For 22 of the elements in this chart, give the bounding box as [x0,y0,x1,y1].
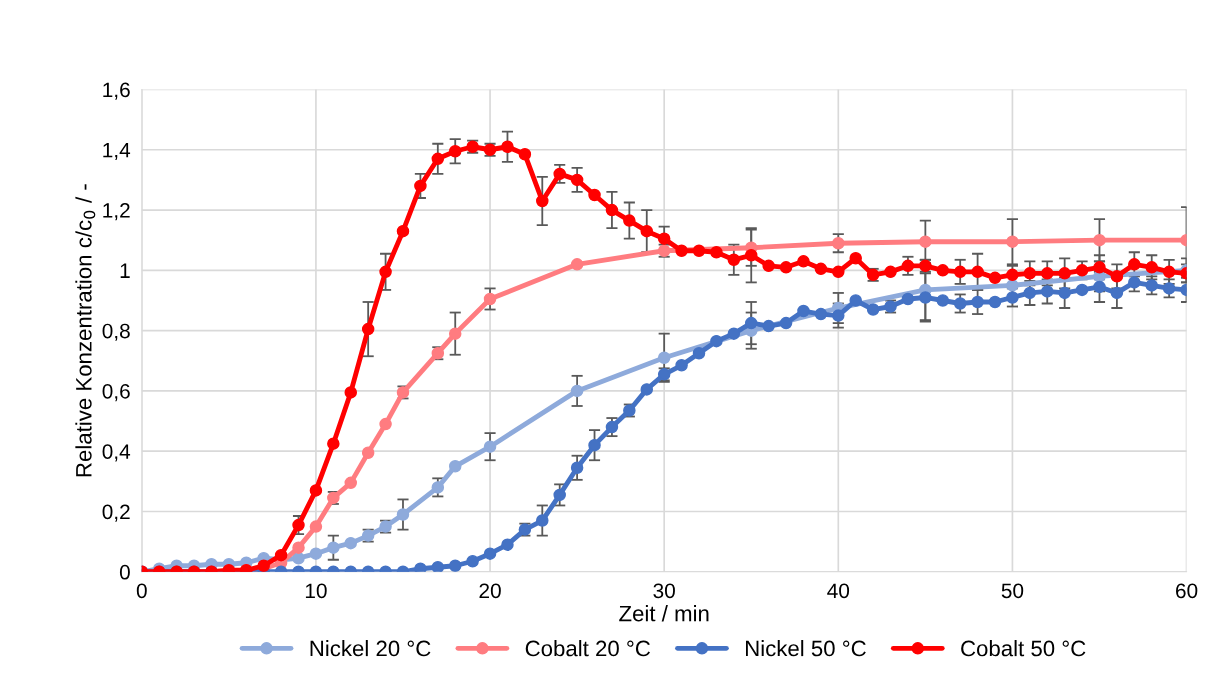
x-tick-label: 60 [1176,583,1198,599]
x-tick-label: 50 [1001,583,1024,599]
y-tick-label: 1,4 [103,142,131,160]
y-tick-label: 0,2 [102,504,130,522]
legend-label: Cobalt 50 °C [961,640,1086,657]
legend-label: Nickel 50 °C [746,640,866,657]
x-axis-title: Zeit / min [619,605,709,622]
legend-label: Cobalt 20 °C [525,640,650,657]
y-tick-label: 0,4 [102,444,131,462]
x-tick-label: 30 [653,583,675,599]
x-tick-label: 20 [479,583,501,599]
y-axis-title: Relative Konzentration c/c$_{0}$ / - [75,184,96,477]
x-tick-label: 10 [305,583,327,599]
y-tick-label: 1,6 [103,82,130,100]
y-tick-label: 1,2 [103,203,130,221]
y-tick-label: 1 [120,263,130,278]
y-tick-label: 0,8 [102,323,130,341]
legend-label: Nickel 20 °C [310,640,431,657]
x-tick-label: 0 [136,583,147,599]
x-tick-label: 40 [827,583,850,599]
y-tick-label: 0,6 [102,383,130,402]
y-tick-label: 0 [119,564,130,580]
